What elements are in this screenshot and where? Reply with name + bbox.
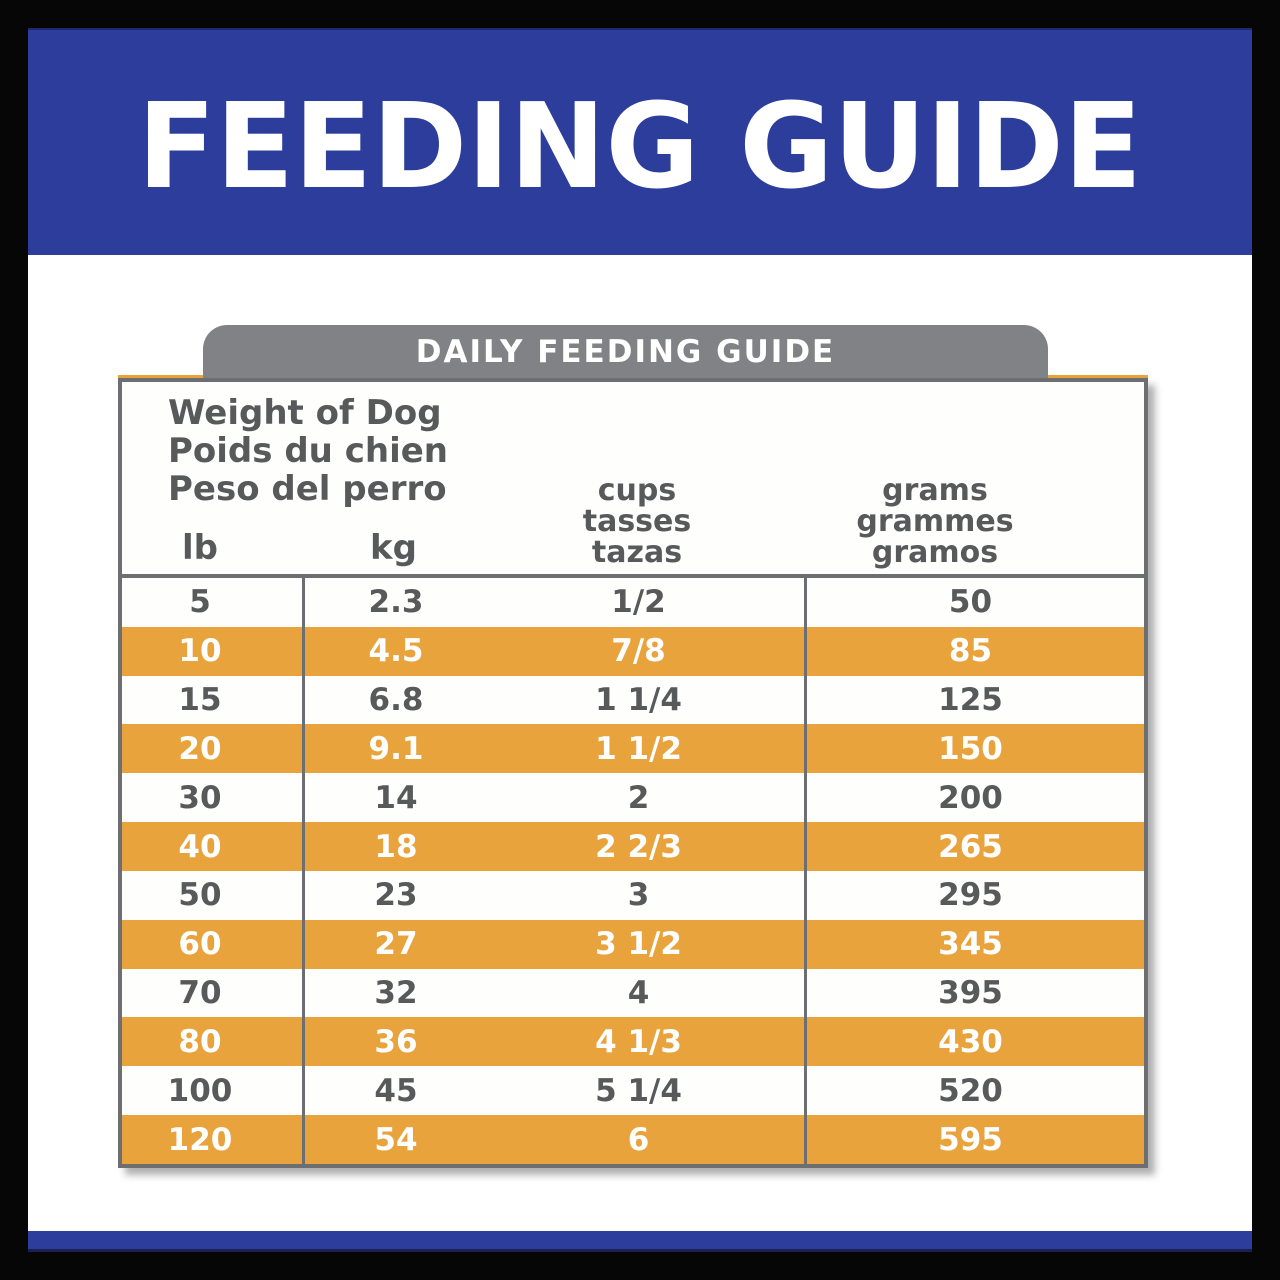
cell-cups: 5 1/4 xyxy=(595,1072,682,1109)
header-banner: FEEDING GUIDE xyxy=(28,28,1252,255)
table-row: 60 27 3 1/2 345 xyxy=(122,919,1144,969)
cell-cups: 1 1/2 xyxy=(595,730,682,767)
cell-grams: 85 xyxy=(804,626,1134,676)
cell-kg: 6.8 xyxy=(302,675,499,725)
cell-kg: 54 xyxy=(302,1115,499,1164)
cell-grams: 595 xyxy=(804,1115,1134,1164)
table-row: 50 23 3 295 xyxy=(122,870,1144,920)
page-background: FEEDING GUIDE DAILY FEEDING GUIDE Weight… xyxy=(28,28,1252,1252)
table-row: 30 14 2 200 xyxy=(122,773,1144,823)
cell-cups: 4 1/3 xyxy=(595,1023,682,1060)
table-row: 15 6.8 1 1/4 125 xyxy=(122,675,1144,725)
cell-cups: 1 1/4 xyxy=(595,682,682,719)
page-title: FEEDING GUIDE xyxy=(137,76,1143,215)
cell-lb: 120 xyxy=(167,1121,233,1158)
cell-kg: 14 xyxy=(302,773,499,823)
table-row: 70 32 4 395 xyxy=(122,968,1144,1018)
cell-lb: 100 xyxy=(167,1072,233,1109)
grams-header-en: grams xyxy=(882,473,988,508)
cell-kg: 2.3 xyxy=(302,578,499,627)
cell-lb: 60 xyxy=(178,926,222,963)
cell-grams: 345 xyxy=(804,919,1134,969)
tab-title: DAILY FEEDING GUIDE xyxy=(415,333,836,370)
table-row: 40 18 2 2/3 265 xyxy=(122,822,1144,871)
cell-kg: 45 xyxy=(302,1066,499,1116)
cell-grams: 430 xyxy=(804,1017,1134,1067)
cell-kg: 4.5 xyxy=(302,626,499,676)
cell-lb: 10 xyxy=(178,633,222,670)
table-row: 5 2.3 1/2 50 xyxy=(122,578,1144,627)
cell-lb: 40 xyxy=(178,828,222,865)
footer-stripe xyxy=(28,1231,1252,1252)
cell-kg: 36 xyxy=(302,1017,499,1067)
cell-cups: 4 xyxy=(627,975,650,1012)
cell-cups: 1/2 xyxy=(611,584,666,621)
weight-header-es: Peso del perro xyxy=(168,469,447,509)
cups-header-es: tazas xyxy=(591,535,683,570)
daily-feeding-guide-tab: DAILY FEEDING GUIDE xyxy=(203,325,1048,378)
feeding-guide-table: Weight of Dog Poids du chien Peso del pe… xyxy=(118,378,1148,1168)
table-row: 120 54 6 595 xyxy=(122,1115,1144,1164)
table-row: 20 9.1 1 1/2 150 xyxy=(122,724,1144,774)
cell-kg: 18 xyxy=(302,822,499,871)
cell-lb: 50 xyxy=(178,877,222,914)
table-header: Weight of Dog Poids du chien Peso del pe… xyxy=(122,382,1144,578)
cell-grams: 265 xyxy=(804,822,1134,871)
cups-header-fr: tasses xyxy=(582,504,692,539)
cell-grams: 395 xyxy=(804,968,1134,1018)
cell-grams: 200 xyxy=(804,773,1134,823)
table-body: 5 2.3 1/2 50 10 4.5 7/8 85 15 6.8 1 1/4 125 20 9.1 1 1… xyxy=(122,578,1144,1164)
cell-lb: 70 xyxy=(178,975,222,1012)
cell-cups: 6 xyxy=(627,1121,650,1158)
cell-cups: 2 2/3 xyxy=(595,828,682,865)
cell-lb: 80 xyxy=(178,1023,222,1060)
column-header-lb: lb xyxy=(182,528,218,568)
cell-grams: 50 xyxy=(804,578,1134,627)
cell-kg: 32 xyxy=(302,968,499,1018)
cell-kg: 27 xyxy=(302,919,499,969)
grams-header-es: gramos xyxy=(871,535,999,570)
table-row: 80 36 4 1/3 430 xyxy=(122,1017,1144,1067)
cell-grams: 125 xyxy=(804,675,1134,725)
cell-kg: 23 xyxy=(302,870,499,920)
cell-kg: 9.1 xyxy=(302,724,499,774)
cell-lb: 20 xyxy=(178,730,222,767)
cups-header-en: cups xyxy=(597,473,677,508)
grams-header-fr: grammes xyxy=(856,504,1014,539)
weight-header-en: Weight of Dog xyxy=(168,393,442,433)
cell-lb: 30 xyxy=(178,779,222,816)
weight-of-dog-header: Weight of Dog Poids du chien Peso del pe… xyxy=(168,394,448,508)
cell-cups: 3 1/2 xyxy=(595,926,682,963)
cell-lb: 5 xyxy=(189,584,211,621)
column-header-kg: kg xyxy=(370,528,417,568)
cell-cups: 3 xyxy=(627,877,650,914)
cell-grams: 295 xyxy=(804,870,1134,920)
cell-grams: 520 xyxy=(804,1066,1134,1116)
table-row: 100 45 5 1/4 520 xyxy=(122,1066,1144,1116)
cell-cups: 7/8 xyxy=(611,633,666,670)
cell-lb: 15 xyxy=(178,682,222,719)
cell-cups: 2 xyxy=(627,779,650,816)
column-header-grams: grams grammes gramos xyxy=(785,475,1085,568)
column-header-cups: cups tasses tazas xyxy=(487,475,787,568)
weight-header-fr: Poids du chien xyxy=(168,431,449,471)
table-row: 10 4.5 7/8 85 xyxy=(122,626,1144,676)
cell-grams: 150 xyxy=(804,724,1134,774)
